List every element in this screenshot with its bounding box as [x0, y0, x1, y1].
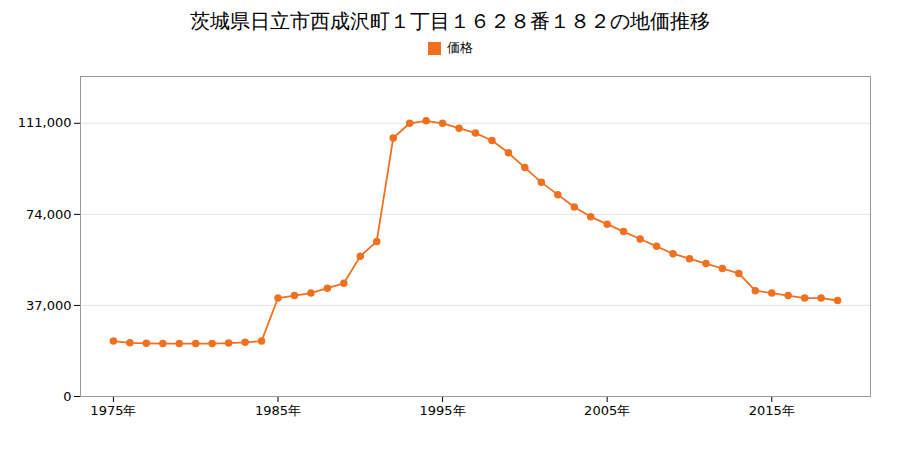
- svg-text:2015年: 2015年: [749, 403, 795, 418]
- svg-text:1985年: 1985年: [255, 403, 301, 418]
- html-text:茨城県日立市西成沢町１丁目１６２８番１８２の地価推移: 茨城県日立市西成沢町１丁目１６２８番１８２の地価推移: [190, 9, 710, 33]
- svg-text:2005年: 2005年: [584, 403, 630, 418]
- svg-text:74,000: 74,000: [26, 207, 72, 222]
- svg-text:1975年: 1975年: [90, 403, 136, 418]
- html-text:価格: 価格: [446, 40, 473, 55]
- svg-text:1995年: 1995年: [420, 403, 466, 418]
- svg-text:37,000: 37,000: [26, 298, 72, 313]
- svg-text:0: 0: [63, 389, 71, 404]
- svg-text:111,000: 111,000: [18, 115, 72, 130]
